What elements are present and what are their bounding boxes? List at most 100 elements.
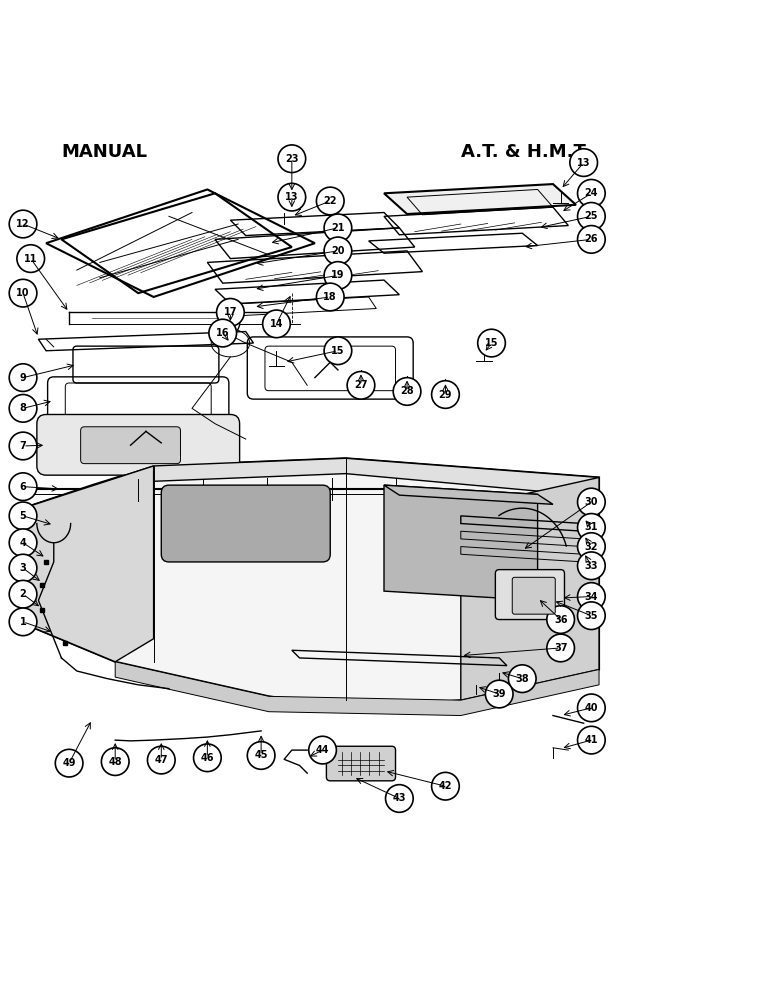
Circle shape — [578, 202, 605, 230]
Text: 10: 10 — [16, 288, 30, 298]
Circle shape — [209, 319, 237, 347]
Text: 17: 17 — [223, 307, 237, 317]
Circle shape — [324, 261, 352, 289]
Text: 46: 46 — [200, 753, 214, 763]
Text: 41: 41 — [584, 735, 598, 745]
Circle shape — [9, 555, 37, 582]
Circle shape — [9, 529, 37, 557]
Circle shape — [578, 514, 605, 542]
Circle shape — [578, 727, 605, 754]
Circle shape — [324, 237, 352, 264]
Text: 24: 24 — [584, 188, 598, 198]
FancyBboxPatch shape — [512, 578, 555, 615]
Circle shape — [578, 602, 605, 630]
Text: 22: 22 — [323, 196, 337, 206]
Circle shape — [386, 785, 413, 812]
Text: 11: 11 — [24, 253, 38, 263]
Circle shape — [217, 298, 244, 326]
Circle shape — [570, 149, 598, 176]
Circle shape — [278, 145, 306, 172]
Circle shape — [147, 747, 175, 774]
Text: 21: 21 — [331, 223, 345, 233]
Text: 7: 7 — [20, 441, 26, 451]
Polygon shape — [384, 485, 538, 601]
Circle shape — [101, 748, 129, 776]
Circle shape — [17, 245, 45, 272]
Text: 2: 2 — [20, 590, 26, 600]
Text: 18: 18 — [323, 292, 337, 302]
Circle shape — [309, 737, 336, 764]
Circle shape — [324, 337, 352, 364]
Text: 42: 42 — [439, 781, 452, 791]
Text: 37: 37 — [554, 643, 568, 653]
Circle shape — [578, 583, 605, 611]
Circle shape — [578, 694, 605, 722]
Circle shape — [324, 214, 352, 241]
Text: 44: 44 — [316, 745, 329, 755]
Text: 47: 47 — [154, 755, 168, 765]
Circle shape — [347, 371, 375, 399]
Text: 8: 8 — [20, 403, 26, 413]
Text: 3: 3 — [20, 564, 26, 574]
Circle shape — [508, 665, 536, 693]
Circle shape — [578, 533, 605, 561]
FancyBboxPatch shape — [326, 747, 396, 781]
Circle shape — [9, 472, 37, 500]
Text: 39: 39 — [492, 689, 506, 699]
Circle shape — [578, 552, 605, 580]
Circle shape — [547, 634, 574, 662]
Circle shape — [9, 503, 37, 530]
Circle shape — [316, 187, 344, 215]
FancyBboxPatch shape — [81, 426, 180, 463]
Circle shape — [9, 608, 37, 636]
Circle shape — [432, 380, 459, 408]
Text: 30: 30 — [584, 497, 598, 508]
Polygon shape — [23, 458, 599, 524]
Text: MANUAL: MANUAL — [61, 143, 147, 161]
Polygon shape — [23, 458, 599, 708]
Text: 48: 48 — [108, 757, 122, 767]
Circle shape — [578, 488, 605, 516]
Circle shape — [194, 744, 221, 772]
Text: 43: 43 — [392, 794, 406, 804]
Text: 28: 28 — [400, 386, 414, 396]
Text: 29: 29 — [439, 389, 452, 399]
Text: 45: 45 — [254, 751, 268, 761]
Polygon shape — [384, 485, 553, 505]
Text: A.T. & H.M.T.: A.T. & H.M.T. — [461, 143, 590, 161]
Circle shape — [247, 742, 275, 770]
FancyBboxPatch shape — [37, 414, 240, 475]
Circle shape — [9, 363, 37, 391]
Circle shape — [9, 394, 37, 422]
Polygon shape — [384, 184, 576, 214]
Text: 49: 49 — [62, 758, 76, 768]
Text: 32: 32 — [584, 542, 598, 552]
Circle shape — [393, 377, 421, 405]
Text: 23: 23 — [285, 154, 299, 164]
Circle shape — [578, 225, 605, 253]
Circle shape — [9, 279, 37, 307]
Text: 33: 33 — [584, 561, 598, 571]
Polygon shape — [461, 477, 599, 700]
Text: 35: 35 — [584, 611, 598, 621]
FancyBboxPatch shape — [161, 485, 330, 562]
Circle shape — [432, 773, 459, 800]
Polygon shape — [115, 662, 599, 716]
Text: 40: 40 — [584, 703, 598, 713]
Text: 16: 16 — [216, 328, 230, 338]
Text: 13: 13 — [285, 192, 299, 202]
Text: 5: 5 — [20, 511, 26, 521]
Circle shape — [221, 314, 240, 333]
Text: 27: 27 — [354, 380, 368, 390]
Text: 25: 25 — [584, 211, 598, 221]
Text: 31: 31 — [584, 523, 598, 533]
Text: 38: 38 — [515, 674, 529, 684]
Circle shape — [9, 581, 37, 608]
Polygon shape — [23, 465, 154, 662]
Text: 1: 1 — [20, 617, 26, 627]
Circle shape — [316, 283, 344, 310]
Text: 34: 34 — [584, 592, 598, 602]
Circle shape — [9, 210, 37, 238]
Circle shape — [478, 329, 505, 357]
Circle shape — [278, 183, 306, 211]
